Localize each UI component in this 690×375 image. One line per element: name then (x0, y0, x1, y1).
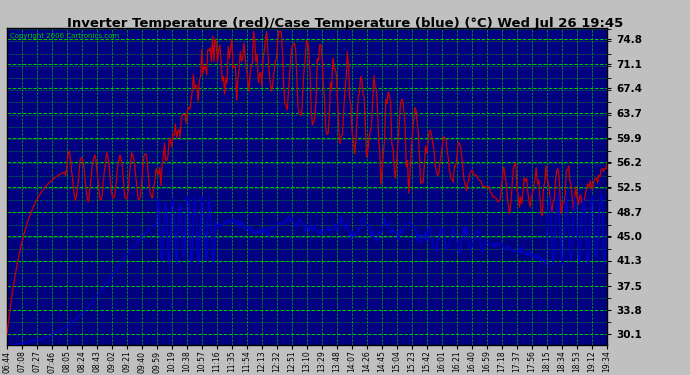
Text: Copyright 2006 Cartronics.com: Copyright 2006 Cartronics.com (10, 33, 119, 39)
Text: Inverter Temperature (red)/Case Temperature (blue) (°C) Wed Jul 26 19:45: Inverter Temperature (red)/Case Temperat… (67, 17, 623, 30)
